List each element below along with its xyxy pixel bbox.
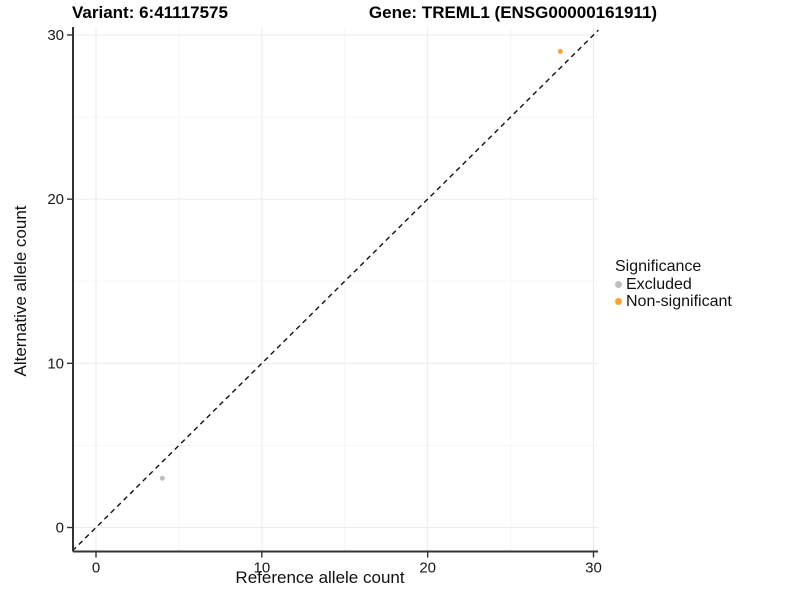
excluded-swatch-icon xyxy=(615,281,622,288)
legend-item-label: Excluded xyxy=(626,276,692,293)
x-tick-label: 10 xyxy=(253,560,270,577)
x-axis-title: Reference allele count xyxy=(235,568,405,587)
plot-title-gene: Gene: TREML1 (ENSG00000161911) xyxy=(368,3,658,22)
x-tick-label: 20 xyxy=(419,560,436,577)
x-tick-label: 30 xyxy=(585,560,602,577)
legend: Significance Excluded Non-significant xyxy=(615,257,732,310)
y-tick-label: 20 xyxy=(47,191,64,208)
y-tick-label: 0 xyxy=(56,520,64,537)
data-point-excluded xyxy=(159,475,165,481)
y-tick-label: 10 xyxy=(47,355,64,372)
legend-item-non-significant: Non-significant xyxy=(615,293,732,310)
plot-title-variant: Variant: 6:41117575 xyxy=(72,3,228,22)
identity-line xyxy=(71,29,599,552)
x-tick-label: 0 xyxy=(92,560,100,577)
y-axis-title: Alternative allele count xyxy=(11,205,30,377)
y-tick-label: 30 xyxy=(47,27,64,44)
data-point-non-significant xyxy=(557,48,563,54)
legend-title: Significance xyxy=(615,258,702,275)
legend-item-excluded: Excluded xyxy=(615,276,732,293)
legend-item-label: Non-significant xyxy=(626,293,732,310)
non-significant-swatch-icon xyxy=(615,298,622,305)
